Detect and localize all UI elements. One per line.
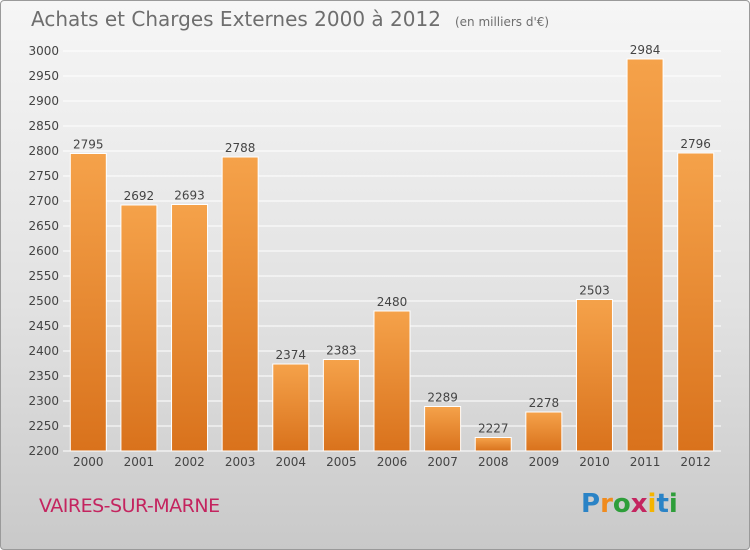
y-axis-labels: 2200 2250 2300 2350 2400 2450 2500 2550 2600 2650… — [28, 44, 59, 458]
bar-value-label: 2480 — [377, 295, 408, 309]
logo-letter: x — [630, 489, 648, 519]
x-tick-label: 2011 — [630, 455, 661, 469]
x-tick-label: 2001 — [124, 455, 155, 469]
logo-letter: i — [668, 489, 678, 519]
y-tick-label: 2900 — [28, 94, 59, 108]
bar-value-label: 2788 — [225, 141, 256, 155]
x-tick-label: 2006 — [377, 455, 408, 469]
logo-letter: r — [600, 489, 613, 519]
y-tick-label: 2600 — [28, 244, 59, 258]
x-tick-label: 2009 — [529, 455, 560, 469]
bar-2003 — [221, 156, 259, 452]
y-tick-label: 2550 — [28, 269, 59, 283]
bar-value-label: 2795 — [73, 138, 104, 152]
bar-value-label: 2289 — [427, 391, 458, 405]
bar-value-label: 2984 — [630, 43, 661, 57]
x-tick-label: 2008 — [478, 455, 509, 469]
logo-letter: t — [656, 489, 669, 519]
x-tick-label: 2002 — [174, 455, 205, 469]
y-tick-label: 2350 — [28, 369, 59, 383]
y-tick-label: 2750 — [28, 169, 59, 183]
bar-2009 — [525, 411, 563, 452]
y-tick-label: 2950 — [28, 69, 59, 83]
chart-subtitle: (en milliers d'€) — [454, 15, 550, 29]
bar-value-label: 2796 — [680, 137, 711, 151]
x-tick-label: 2012 — [680, 455, 711, 469]
bar-value-label: 2692 — [124, 189, 155, 203]
bar-value-label: 2693 — [174, 189, 205, 203]
bar-2004 — [272, 363, 310, 452]
x-tick-label: 2004 — [275, 455, 306, 469]
proxiti-logo: Proxiti — [581, 489, 678, 519]
bar-value-labels: 2795 2692 2693 2788 2374 2383 2480 2289 2227 2278… — [73, 43, 711, 436]
x-tick-label: 2010 — [579, 455, 610, 469]
bar-value-label: 2383 — [326, 344, 357, 358]
y-tick-label: 2800 — [28, 144, 59, 158]
x-axis-labels: 2000 2001 2002 2003 2004 2005 2006 2007 2008 2009… — [73, 455, 711, 469]
y-tick-label: 2400 — [28, 344, 59, 358]
bar-2010 — [575, 299, 613, 452]
bar-value-label: 2227 — [478, 422, 509, 436]
bar-2007 — [424, 406, 462, 452]
logo-letter: i — [647, 489, 657, 519]
bars — [69, 58, 715, 452]
x-tick-label: 2003 — [225, 455, 256, 469]
bar-value-label: 2374 — [275, 348, 306, 362]
y-tick-label: 2850 — [28, 119, 59, 133]
chart-header: Achats et Charges Externes 2000 à 2012 (… — [31, 7, 549, 31]
y-tick-label: 2200 — [28, 444, 59, 458]
bar-2000 — [69, 153, 107, 452]
x-tick-label: 2005 — [326, 455, 357, 469]
y-tick-label: 2300 — [28, 394, 59, 408]
y-tick-label: 2450 — [28, 319, 59, 333]
chart-title: Achats et Charges Externes 2000 à 2012 — [31, 7, 441, 31]
bar-2002 — [171, 204, 209, 452]
x-tick-label: 2000 — [73, 455, 104, 469]
bar-2001 — [120, 204, 158, 452]
bar-value-label: 2503 — [579, 284, 610, 298]
commune-name: VAIRES-SUR-MARNE — [39, 495, 220, 517]
bar-2012 — [677, 152, 715, 452]
y-tick-label: 2700 — [28, 194, 59, 208]
y-tick-label: 2650 — [28, 219, 59, 233]
bar-2006 — [373, 310, 411, 452]
y-tick-label: 3000 — [28, 44, 59, 58]
bar-value-label: 2278 — [529, 396, 560, 410]
bar-2008 — [474, 437, 512, 452]
bar-2011 — [626, 58, 664, 452]
y-tick-label: 2500 — [28, 294, 59, 308]
bar-2005 — [322, 359, 360, 452]
x-tick-label: 2007 — [427, 455, 458, 469]
logo-letter: o — [612, 489, 631, 519]
y-tick-label: 2250 — [28, 419, 59, 433]
logo-letter: P — [581, 489, 601, 519]
